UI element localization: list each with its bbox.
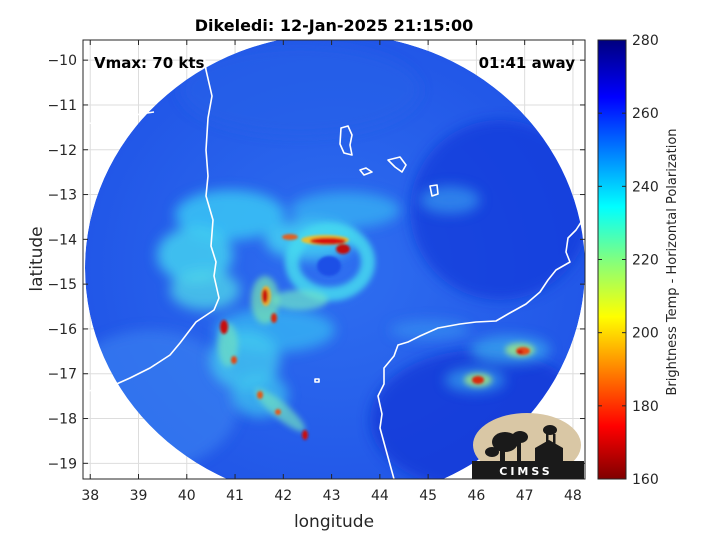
cimss-logo: CIMSS (472, 413, 584, 479)
x-tick-label: 44 (371, 488, 389, 504)
colorbar-tick-label: 280 (632, 33, 659, 49)
y-tick-label: −13 (47, 188, 77, 204)
time-away-annotation: 01:41 away (479, 54, 576, 72)
y-axis: −10 −11 −12 −13 −14 −15 −16 −17 −18 −19 (47, 53, 585, 472)
colorbar-tick-label: 240 (632, 179, 659, 195)
island-moheli (359, 167, 373, 176)
y-tick-label: −12 (47, 143, 77, 159)
colorbar-tick-label: 220 (632, 253, 659, 269)
island-mayotte (429, 184, 439, 197)
colorbar-ticks: 160 180 200 220 240 260 280 (598, 33, 659, 488)
x-tick-label: 43 (323, 488, 341, 504)
x-axis-label: longitude (294, 512, 374, 532)
x-tick-label: 42 (274, 488, 292, 504)
y-axis-label: latitude (27, 226, 47, 291)
colorbar-tick-label: 260 (632, 106, 659, 122)
x-tick-label: 48 (564, 488, 582, 504)
y-tick-label: −17 (47, 367, 77, 383)
chart-title: Dikeledi: 12-Jan-2025 21:15:00 (195, 16, 473, 35)
y-tick-label: −18 (47, 412, 77, 428)
madagascar-coastline (377, 215, 585, 479)
y-tick-label: −19 (47, 456, 77, 472)
colorbar-tick-label: 180 (632, 399, 659, 415)
x-tick-label: 39 (130, 488, 148, 504)
y-tick-label: −15 (47, 277, 77, 293)
y-tick-label: −14 (47, 232, 77, 248)
axes-frame (82, 39, 586, 480)
colorbar: 160 180 200 220 240 260 280 Brightness Temp - … (597, 33, 680, 488)
x-tick-label: 38 (81, 488, 99, 504)
colorbar-gradient (597, 39, 627, 480)
x-tick-label: 45 (419, 488, 437, 504)
x-tick-label: 41 (226, 488, 244, 504)
island-europa (314, 378, 320, 383)
colorbar-tick-label: 160 (632, 472, 659, 488)
interior-lake-shore (83, 111, 155, 129)
vmax-annotation: Vmax: 70 kts (94, 54, 204, 72)
coastlines (83, 40, 585, 479)
colorbar-tick-label: 200 (632, 326, 659, 342)
logo-text: CIMSS (499, 465, 552, 478)
x-tick-label: 46 (467, 488, 485, 504)
y-tick-label: −11 (47, 98, 77, 114)
island-grande-comore (339, 125, 353, 156)
y-tick-label: −10 (47, 53, 77, 69)
y-tick-label: −16 (47, 322, 77, 338)
colorbar-label: Brightness Temp - Horizontal Polarizatio… (665, 128, 680, 395)
island-anjouan (387, 156, 407, 173)
x-axis: 38 39 40 41 42 43 44 45 46 47 48 (81, 40, 582, 504)
x-tick-label: 47 (516, 488, 534, 504)
x-tick-label: 40 (178, 488, 196, 504)
africa-coastline (83, 40, 220, 393)
